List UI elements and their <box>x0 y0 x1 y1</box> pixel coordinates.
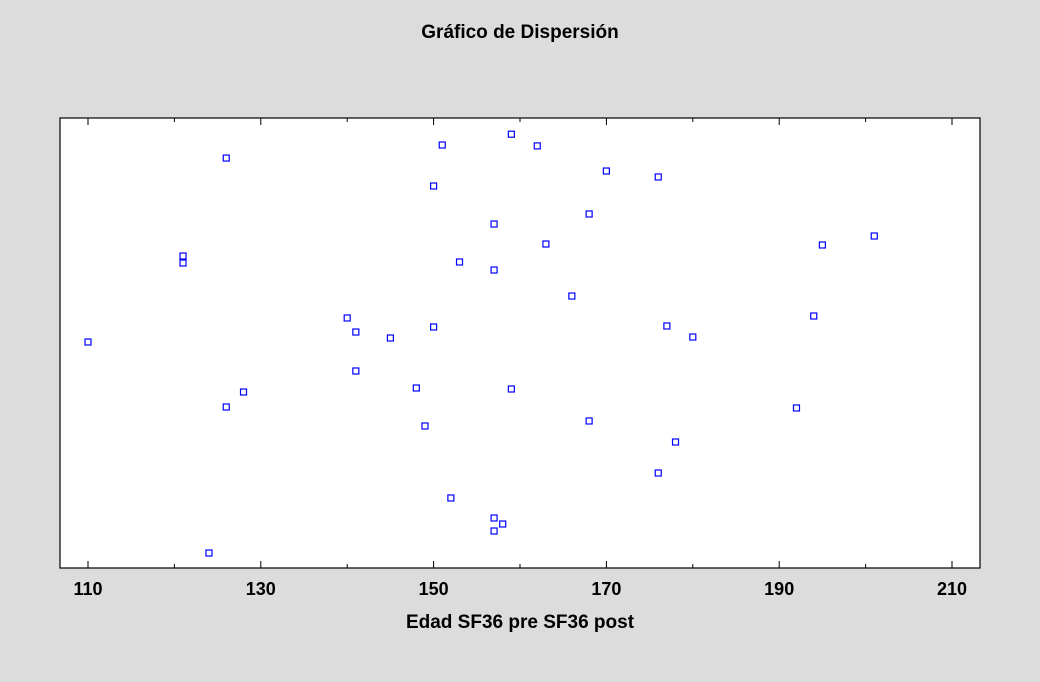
point <box>352 328 360 336</box>
point <box>499 520 507 528</box>
point <box>386 334 394 342</box>
point <box>689 333 697 341</box>
point <box>421 422 429 430</box>
x-tick-label: 170 <box>591 579 621 599</box>
point <box>818 241 827 249</box>
point <box>585 417 593 425</box>
point <box>542 240 550 248</box>
point <box>343 314 351 322</box>
point <box>490 527 498 535</box>
point <box>490 266 498 274</box>
point <box>179 259 187 267</box>
point <box>429 182 438 190</box>
x-axis-title: Edad SF36 pre SF36 post <box>406 612 635 633</box>
point <box>663 322 671 330</box>
point <box>568 292 576 300</box>
x-tick-label: 190 <box>764 579 794 599</box>
point <box>671 438 680 446</box>
point <box>412 384 420 392</box>
point <box>654 173 662 181</box>
point <box>654 469 662 477</box>
point <box>507 385 515 393</box>
point <box>205 549 213 557</box>
point <box>810 312 818 320</box>
point <box>455 258 464 266</box>
point <box>490 514 498 522</box>
point <box>438 141 446 149</box>
point <box>870 232 878 240</box>
plot-area <box>59 117 981 569</box>
point <box>533 142 541 150</box>
x-tick-label: 110 <box>73 579 102 599</box>
point <box>352 367 360 375</box>
point <box>447 494 455 502</box>
point <box>602 167 611 175</box>
point <box>429 323 438 331</box>
point <box>585 210 593 218</box>
x-tick-label: 150 <box>419 579 449 599</box>
x-tick-label: 210 <box>937 579 967 599</box>
point <box>179 252 187 260</box>
point <box>490 220 498 228</box>
x-tick-label: 130 <box>246 579 276 599</box>
point <box>507 130 515 138</box>
point <box>792 404 801 412</box>
point <box>84 338 92 346</box>
point <box>239 388 248 396</box>
chart-title: Gráfico de Dispersión <box>421 22 618 43</box>
point <box>222 154 230 162</box>
point <box>222 403 230 411</box>
